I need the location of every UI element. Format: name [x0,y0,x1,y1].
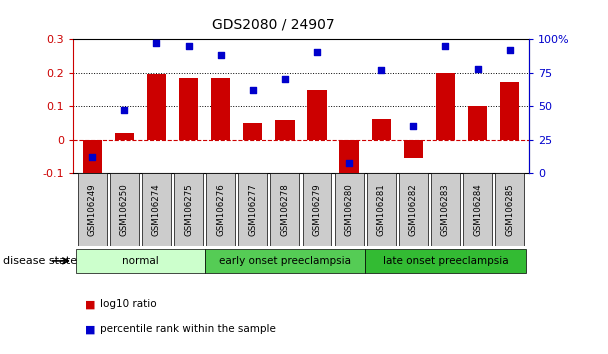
Text: GSM106284: GSM106284 [473,183,482,236]
FancyBboxPatch shape [76,249,205,273]
Point [120,107,130,113]
Text: GSM106274: GSM106274 [152,183,161,236]
FancyBboxPatch shape [334,173,364,246]
Bar [371,119,391,140]
Bar [468,106,487,140]
Bar [147,74,166,140]
Bar [83,140,102,178]
Text: early onset preeclampsia: early onset preeclampsia [219,256,351,266]
FancyBboxPatch shape [496,173,524,246]
Point [344,160,354,166]
Bar [436,73,455,140]
Point [248,87,258,93]
Point [88,154,97,160]
Text: ■: ■ [85,299,95,309]
Point [472,66,482,72]
Text: GSM106281: GSM106281 [377,183,385,236]
FancyBboxPatch shape [142,173,171,246]
Point [376,67,386,73]
Point [312,50,322,55]
Bar [211,78,230,140]
Point [216,52,226,58]
FancyBboxPatch shape [206,173,235,246]
Bar [308,90,326,140]
Point [409,124,418,129]
Point [505,47,514,52]
Bar [404,140,423,158]
Text: ■: ■ [85,324,95,334]
Text: GDS2080 / 24907: GDS2080 / 24907 [212,18,335,32]
Point [184,43,193,48]
FancyBboxPatch shape [303,173,331,246]
FancyBboxPatch shape [463,173,492,246]
Text: GSM106279: GSM106279 [313,183,322,236]
Point [151,40,161,46]
Bar [275,120,294,140]
Text: GSM106283: GSM106283 [441,183,450,236]
FancyBboxPatch shape [365,249,526,273]
Text: GSM106285: GSM106285 [505,183,514,236]
Bar [339,140,359,182]
FancyBboxPatch shape [399,173,428,246]
FancyBboxPatch shape [205,249,365,273]
FancyBboxPatch shape [78,173,106,246]
FancyBboxPatch shape [431,173,460,246]
Text: GSM106278: GSM106278 [280,183,289,236]
Text: GSM106250: GSM106250 [120,183,129,236]
Text: GSM106276: GSM106276 [216,183,225,236]
FancyBboxPatch shape [174,173,203,246]
Point [280,76,290,82]
Text: GSM106275: GSM106275 [184,183,193,236]
Bar [243,123,263,140]
Text: GSM106282: GSM106282 [409,183,418,236]
Point [441,43,451,48]
Text: percentile rank within the sample: percentile rank within the sample [100,324,276,334]
Text: log10 ratio: log10 ratio [100,299,157,309]
FancyBboxPatch shape [238,173,268,246]
Text: GSM106280: GSM106280 [345,183,354,236]
FancyBboxPatch shape [271,173,299,246]
FancyBboxPatch shape [110,173,139,246]
Bar [179,78,198,140]
Bar [115,133,134,140]
Bar [500,82,519,140]
Text: normal: normal [122,256,159,266]
FancyBboxPatch shape [367,173,396,246]
Text: disease state: disease state [3,256,77,266]
Text: GSM106249: GSM106249 [88,183,97,236]
Text: GSM106277: GSM106277 [248,183,257,236]
Text: late onset preeclampsia: late onset preeclampsia [382,256,508,266]
